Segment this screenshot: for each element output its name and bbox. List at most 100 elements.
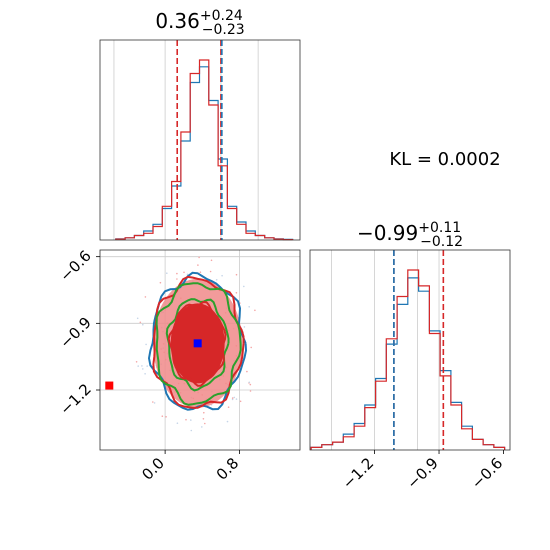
contour-ytick-label: −0.6: [56, 247, 94, 285]
right-hist-bin-0-6: [376, 379, 387, 450]
contour-sample-point: [197, 264, 199, 266]
contour-sample-point: [210, 259, 213, 262]
contour-sample-point: [146, 365, 148, 367]
contour-sample-point: [142, 323, 144, 326]
top-hist-bin-0-3: [144, 231, 153, 240]
contour-sample-point: [254, 309, 256, 312]
top-left-title-sup: +0.24: [200, 8, 243, 24]
right-hist-bin-1-12: [440, 376, 451, 450]
right-hist-bin-0-5: [365, 405, 376, 450]
top-hist-bin-0-2: [134, 236, 143, 241]
top-hist-bin-1-3: [144, 233, 153, 240]
top-hist-bin-1-8: [190, 74, 199, 241]
contour-ytick-label: −1.2: [56, 380, 94, 418]
top-hist-bin-1-6: [172, 182, 181, 241]
right-hist-bin-0-13: [451, 402, 462, 450]
top-hist-bin-0-10: [209, 101, 218, 241]
right-hist-bin-1-1: [322, 445, 333, 450]
top-hist-bin-1-10: [209, 105, 218, 240]
contour-xtick-label: 0.8: [213, 454, 243, 484]
right-hist-bin-0-11: [429, 331, 440, 450]
right-hist-frame: [309, 249, 511, 451]
contour-sample-point: [186, 273, 189, 276]
contour-sample-point: [183, 271, 185, 274]
right-hist-bin-0-10: [419, 291, 430, 450]
contour-sample-point: [246, 370, 248, 373]
contour-sample-point: [198, 256, 200, 259]
top-hist-bin-0-5: [162, 209, 171, 241]
contour-sample-point: [235, 273, 238, 276]
bottom-right-title-sub: −0.12: [420, 234, 463, 250]
contour-sample-point: [159, 281, 162, 284]
contour-sample-point: [137, 365, 139, 367]
right-hist-bin-0-4: [354, 424, 365, 450]
top-hist-bin-0-14: [246, 231, 255, 240]
right-hist-bin-1-14: [462, 429, 473, 450]
right-hist-bin-1-3: [343, 437, 354, 450]
right-hist-bin-0-7: [386, 344, 397, 450]
right-hist-bin-1-2: [333, 442, 344, 450]
bottom-right-title-sup: +0.11: [418, 220, 461, 236]
contour-sample-point: [233, 396, 236, 399]
contour-sample-point: [141, 365, 143, 367]
contour-sample-point: [176, 272, 178, 275]
right-hist-bin-1-16: [483, 445, 494, 450]
top-hist-bin-0-6: [172, 186, 181, 240]
right-hist-series-1: [310, 269, 506, 451]
top-hist-bin-1-12: [227, 209, 236, 241]
right-hist-bin-1-6: [376, 381, 387, 450]
contour-sample-point: [202, 418, 205, 420]
right-hist-xtick-label: −0.9: [403, 454, 441, 492]
right-hist-bin-0-1: [322, 445, 333, 450]
contour-sample-point: [165, 416, 167, 418]
contour-sample-point: [136, 317, 139, 320]
top-hist-bin-0-8: [190, 83, 199, 241]
right-hist-bin-0-9: [408, 278, 419, 450]
bottom-right-title-value: −0.99: [357, 221, 418, 245]
contour-sample-point: [166, 272, 168, 275]
kl-annotation: KL = 0.0002: [389, 149, 500, 170]
top-hist-bin-0-7: [181, 141, 190, 240]
contour-sample-point: [248, 381, 251, 384]
right-hist-bin-1-15: [472, 439, 483, 450]
contour-line-2: [155, 282, 242, 406]
contour-sample-point: [152, 401, 154, 403]
top-hist-bin-1-11: [218, 166, 227, 240]
right-hist-xtick-label: −1.2: [339, 454, 377, 492]
top-hist-bin-1-15: [255, 236, 264, 241]
right-hist-bin-0-16: [483, 445, 494, 450]
contour-sample-point: [243, 285, 245, 288]
right-hist-bin-1-4: [354, 426, 365, 450]
right-hist-bin-0-15: [472, 439, 483, 450]
contour-sample-point: [209, 270, 212, 273]
contour-sample-point: [190, 419, 192, 421]
bottom-right-title: −0.99+0.11 −0.12: [357, 220, 463, 250]
top-left-title-sub: −0.23: [202, 22, 245, 38]
right-hist-bin-1-5: [365, 408, 376, 450]
contour-sample-point: [135, 361, 138, 363]
top-hist-bin-1-14: [246, 233, 255, 240]
right-hist-bin-1-10: [419, 286, 430, 450]
top-hist-bin-1-4: [153, 227, 162, 241]
contour-line-4: [167, 300, 227, 387]
contour-xtick-label: 0.0: [138, 454, 168, 484]
top-hist-bin-1-7: [181, 132, 190, 240]
right-hist-bin-1-13: [451, 405, 462, 450]
contour-sample-point: [231, 397, 234, 399]
right-hist-series-0: [310, 277, 506, 451]
contour-sample-point: [250, 346, 252, 349]
contour-sample-point: [215, 279, 218, 281]
bottom-right-histogram-panel: [309, 249, 511, 451]
top-left-title: 0.36+0.24 −0.23: [155, 8, 244, 38]
top-left-title-value: 0.36: [155, 9, 200, 33]
top-left-histogram-panel: [99, 39, 301, 241]
right-hist-bin-0-12: [440, 371, 451, 450]
contour-sample-point: [153, 402, 156, 404]
contour-sample-point: [249, 390, 252, 392]
contour-sample-point: [248, 306, 250, 308]
contour-sample-point: [176, 422, 179, 425]
top-hist-bin-0-15: [255, 236, 264, 241]
top-hist-series-1: [115, 59, 294, 241]
contour-line-0: [147, 271, 248, 411]
contour-sample-point: [239, 400, 242, 403]
